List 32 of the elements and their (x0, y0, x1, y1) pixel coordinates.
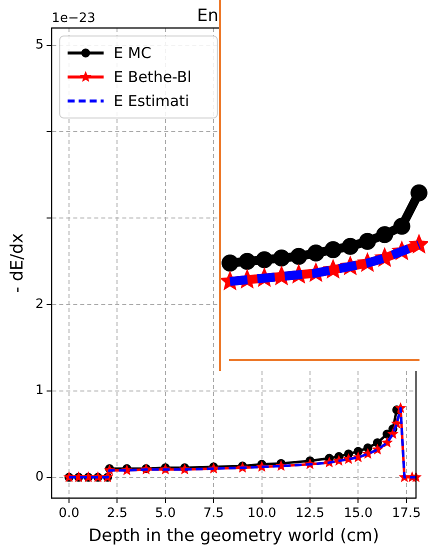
x-tick-label: 12.5 (296, 506, 324, 522)
x-tick-label: 2.5 (106, 506, 128, 522)
legend-label: E MC (114, 44, 152, 62)
legend-label: E Bethe-Bl (114, 68, 192, 86)
point (372, 438, 382, 448)
x-tick-label: 15.0 (344, 506, 373, 522)
x-tick-label: 0.0 (58, 506, 80, 522)
y-tick-label: 5 (35, 38, 44, 53)
legend-label: E Estimati (114, 92, 190, 110)
y-tick-label: 0 (35, 470, 44, 485)
x-tick-label: 5.0 (155, 506, 176, 522)
point (290, 248, 308, 265)
point (410, 184, 428, 202)
text: 1e−23 (52, 10, 96, 26)
x-tick-label: 17.5 (392, 506, 421, 522)
point (238, 252, 256, 270)
point (358, 232, 376, 250)
chart-title: En (197, 6, 219, 26)
point (222, 254, 238, 272)
x-axis-title: Depth in the geometry world (cm) (88, 526, 380, 546)
x-tick-label: 10.0 (247, 506, 276, 522)
y-tick-label: 2 (35, 296, 44, 312)
x-tick-label: 7.5 (203, 506, 224, 522)
y-axis-title: - dE/dx (8, 233, 28, 293)
point (376, 226, 394, 244)
point (307, 244, 324, 262)
point (324, 241, 342, 258)
point (273, 250, 290, 267)
y-tick-label: 1 (35, 383, 44, 398)
point (393, 218, 410, 235)
point (256, 251, 273, 268)
point (342, 238, 359, 255)
